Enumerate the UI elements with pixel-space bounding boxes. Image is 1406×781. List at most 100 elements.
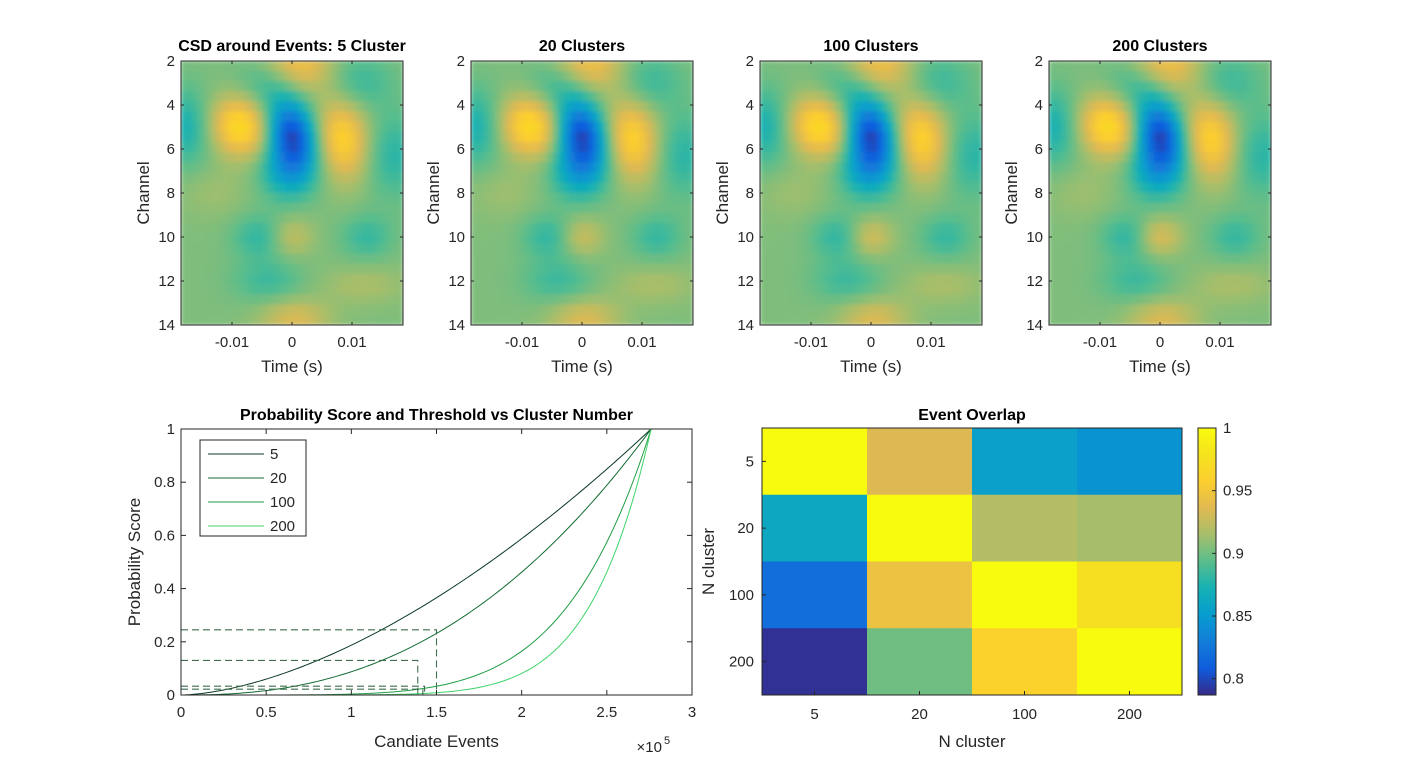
csd-cell xyxy=(812,192,819,204)
csd-cell xyxy=(320,233,328,245)
csd-cell xyxy=(675,182,682,194)
csd-cell xyxy=(244,111,252,123)
csd-cell xyxy=(794,162,802,174)
csd-cell xyxy=(570,101,577,113)
csd-cell xyxy=(326,101,334,113)
csd-cell xyxy=(686,61,693,72)
csd-cell xyxy=(634,131,641,143)
csd-cell xyxy=(958,141,965,153)
csd-ytick-label: 8 xyxy=(746,185,754,202)
csd-ytick-label: 6 xyxy=(1035,141,1043,158)
csd-cell xyxy=(823,70,831,82)
csd-cell xyxy=(215,162,223,174)
csd-cell xyxy=(1083,81,1091,92)
csd-cell xyxy=(309,172,316,184)
csd-cell xyxy=(800,243,808,255)
csd-cell xyxy=(1241,202,1249,214)
csd-cell xyxy=(917,111,925,123)
csd-cell xyxy=(628,131,636,143)
csd-cell xyxy=(1194,243,1202,255)
csd-cell xyxy=(1153,233,1161,245)
csd-cell xyxy=(1118,172,1126,184)
csd-cell xyxy=(628,304,636,316)
csd-cell xyxy=(894,223,901,235)
csd-cell xyxy=(227,202,235,214)
csd-cell xyxy=(361,101,369,113)
csd-cell xyxy=(209,81,217,92)
csd-cell xyxy=(777,213,784,224)
csd-cell xyxy=(958,253,965,265)
csd-cell xyxy=(1107,111,1114,123)
csd-cell xyxy=(379,101,386,113)
csd-cell xyxy=(894,294,901,306)
csd-cell xyxy=(344,304,351,316)
csd-cell xyxy=(1107,91,1114,103)
csd-cell xyxy=(1136,294,1143,306)
csd-cell xyxy=(651,253,659,265)
csd-cell xyxy=(894,273,901,285)
csd-cell xyxy=(911,273,919,285)
csd-cell xyxy=(303,141,311,153)
csd-cell xyxy=(350,162,357,174)
csd-cell xyxy=(645,294,653,306)
csd-cell xyxy=(777,121,784,133)
csd-cell xyxy=(835,61,843,72)
csd-cell xyxy=(338,202,346,214)
csd-cell xyxy=(1247,141,1254,153)
csd-cell xyxy=(385,273,392,285)
csd-cell xyxy=(847,233,854,245)
csd-cell xyxy=(905,121,913,133)
csd-cell xyxy=(309,273,316,285)
csd-cell xyxy=(315,233,322,245)
csd-cell xyxy=(511,131,519,143)
csd-cell xyxy=(396,223,403,235)
csd-cell xyxy=(1107,213,1114,224)
csd-cell xyxy=(870,263,878,275)
csd-cell xyxy=(841,131,849,143)
csd-cell xyxy=(1118,70,1126,82)
csd-cell xyxy=(239,233,246,245)
csd-cell xyxy=(268,81,275,92)
csd-cell xyxy=(1235,131,1243,143)
csd-cell xyxy=(970,111,977,123)
csd-cell xyxy=(587,304,595,316)
csd-cell xyxy=(552,273,560,285)
csd-cell xyxy=(1136,111,1143,123)
csd-cell xyxy=(227,162,235,174)
csd-cell xyxy=(268,284,275,296)
csd-cell xyxy=(233,284,240,296)
csd-cell xyxy=(209,101,217,113)
csd-cell xyxy=(663,243,671,255)
csd-cell xyxy=(192,61,200,72)
csd-cell xyxy=(1206,314,1214,325)
csd-cell xyxy=(227,111,235,123)
csd-cell xyxy=(186,141,194,153)
csd-cell xyxy=(777,81,784,92)
csd-cell xyxy=(396,192,403,204)
csd-cell xyxy=(209,111,217,123)
csd-cell xyxy=(640,81,647,92)
csd-cell xyxy=(1259,263,1266,275)
csd-cell xyxy=(350,131,357,143)
csd-cell xyxy=(1148,253,1155,265)
csd-cell xyxy=(338,243,346,255)
csd-cell xyxy=(192,314,200,325)
csd-cell xyxy=(669,273,676,285)
csd-cell xyxy=(1177,182,1184,194)
csd-cell xyxy=(823,172,831,184)
csd-cell xyxy=(888,70,895,82)
csd-cell xyxy=(681,192,688,204)
csd-cell xyxy=(894,253,901,265)
csd-cell xyxy=(1229,162,1237,174)
csd-cell xyxy=(338,273,346,285)
csd-cell xyxy=(546,141,554,153)
csd-cell xyxy=(1072,192,1079,204)
csd-cell xyxy=(1077,304,1085,316)
csd-cell xyxy=(1194,81,1202,92)
csd-cell xyxy=(1159,243,1167,255)
csd-cell xyxy=(876,202,884,214)
csd-cell xyxy=(367,253,375,265)
csd-cell xyxy=(760,253,767,265)
csd-cell xyxy=(934,243,942,255)
csd-cell xyxy=(1253,294,1260,306)
